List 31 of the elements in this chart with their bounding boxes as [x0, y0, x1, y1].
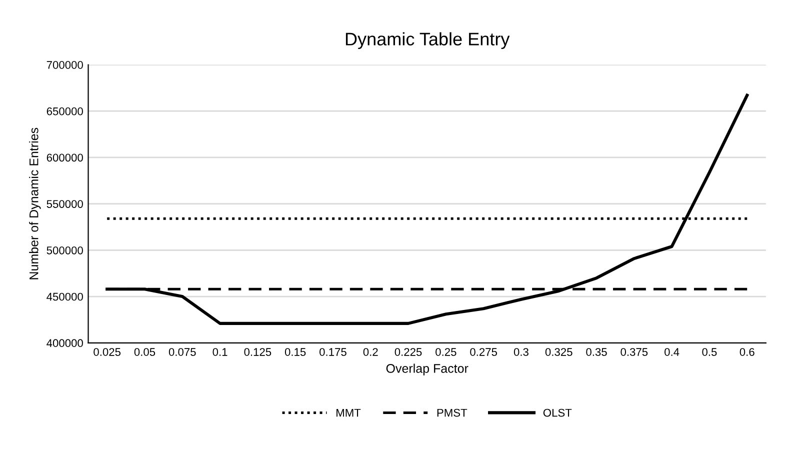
legend-label: PMST — [437, 408, 468, 417]
x-axis-title: Overlap Factor — [386, 364, 468, 376]
y-tick-label: 400000 — [46, 339, 83, 348]
x-tick-label: 0.325 — [545, 348, 572, 356]
x-tick-label: 0.6 — [740, 348, 754, 356]
x-tick-label: 0.075 — [168, 348, 196, 356]
x-tick-label: 0.4 — [664, 348, 680, 356]
x-tick-label: 0.275 — [470, 348, 498, 356]
x-tick-label: 0.3 — [514, 348, 528, 356]
x-tick-label: 0.1 — [212, 348, 228, 356]
chart-title: Dynamic Table Entry — [346, 32, 510, 50]
x-tick-label: 0.5 — [702, 348, 717, 356]
x-tick-label: 0.35 — [586, 348, 607, 356]
x-tick-label: 0.2 — [363, 348, 378, 356]
x-tick-label: 0.15 — [284, 348, 306, 356]
x-tick-label: 0.375 — [620, 348, 648, 356]
x-tick-label: 0.125 — [244, 348, 272, 356]
x-tick-label: 0.05 — [134, 348, 156, 356]
legend-label: MMT — [336, 408, 361, 417]
y-tick-label: 500000 — [46, 246, 83, 254]
y-tick-label: 600000 — [46, 154, 83, 162]
y-tick-label: 700000 — [46, 61, 83, 69]
y-tick-label: 550000 — [46, 200, 83, 208]
x-tick-label: 0.25 — [436, 348, 456, 356]
y-tick-label: 650000 — [46, 107, 83, 116]
legend-label: OLST — [543, 408, 572, 417]
x-tick-label: 0.025 — [94, 348, 121, 356]
x-tick-label: 0.175 — [320, 348, 346, 356]
x-tick-label: 0.225 — [394, 348, 422, 356]
y-axis-title: Number of Dynamic Entries — [29, 128, 41, 280]
y-tick-label: 450000 — [46, 292, 83, 301]
